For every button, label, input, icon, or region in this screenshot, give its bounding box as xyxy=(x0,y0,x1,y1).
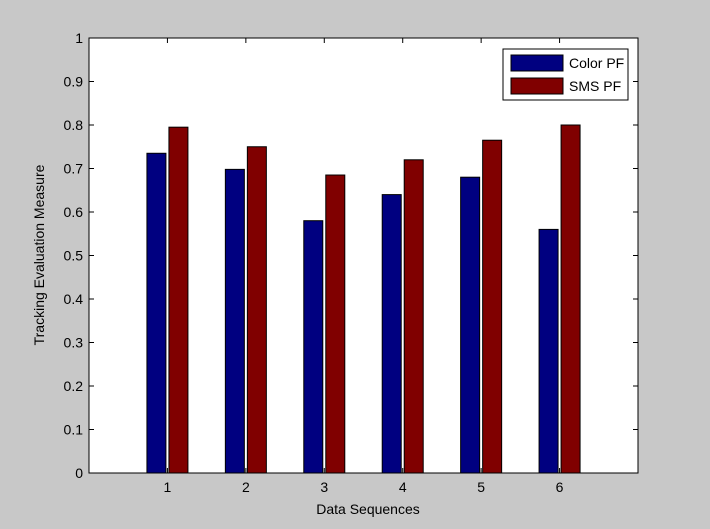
y-tick-label: 0.1 xyxy=(64,422,84,438)
legend: Color PF SMS PF xyxy=(502,48,629,101)
y-tick-label: 0.6 xyxy=(64,204,84,220)
y-tick-label: 0.3 xyxy=(64,335,84,351)
y-tick-label: 0.9 xyxy=(64,74,84,90)
y-tick-label: 0.7 xyxy=(64,161,84,177)
bar-sms-pf-1 xyxy=(168,126,189,474)
x-tick-label: 6 xyxy=(556,479,564,495)
bar-sms-pf-4 xyxy=(403,159,424,474)
x-tick-label: 5 xyxy=(477,479,485,495)
bar-color-pf-2 xyxy=(224,168,245,474)
y-tick-label: 0.2 xyxy=(64,378,84,394)
x-tick-label: 2 xyxy=(242,479,250,495)
bar-color-pf-3 xyxy=(303,220,324,474)
y-axis: 0 0.1 0.2 0.3 0.4 0.5 0.6 0.7 0.8 0.9 1 xyxy=(64,30,638,481)
x-axis-label: Data Sequences xyxy=(316,501,420,517)
y-tick-label: 0.5 xyxy=(64,248,84,264)
legend-label-color-pf: Color PF xyxy=(569,55,624,71)
legend-label-sms-pf: SMS PF xyxy=(569,78,621,94)
bar-sms-pf-3 xyxy=(325,174,346,474)
x-tick-label: 4 xyxy=(399,479,407,495)
bar-color-pf-1 xyxy=(146,152,167,474)
legend-swatch-color-pf xyxy=(510,54,564,72)
bar-color-pf-4 xyxy=(381,194,402,474)
y-tick-label: 0.4 xyxy=(64,291,84,307)
y-tick-label: 0 xyxy=(75,465,83,481)
x-tick-label: 1 xyxy=(164,479,172,495)
y-axis-label: Tracking Evaluation Measure xyxy=(31,164,47,345)
bar-sms-pf-6 xyxy=(560,124,581,474)
y-tick-label: 0.8 xyxy=(64,117,84,133)
y-tick-label: 1 xyxy=(75,30,83,46)
bar-sms-pf-2 xyxy=(246,146,267,474)
legend-swatch-sms-pf xyxy=(510,77,564,95)
x-tick-label: 3 xyxy=(320,479,328,495)
bar-color-pf-6 xyxy=(538,228,559,474)
bar-color-pf-5 xyxy=(460,176,481,474)
x-axis: 1 2 3 4 5 6 xyxy=(164,38,564,495)
bars xyxy=(146,124,581,474)
bar-sms-pf-5 xyxy=(482,139,503,474)
